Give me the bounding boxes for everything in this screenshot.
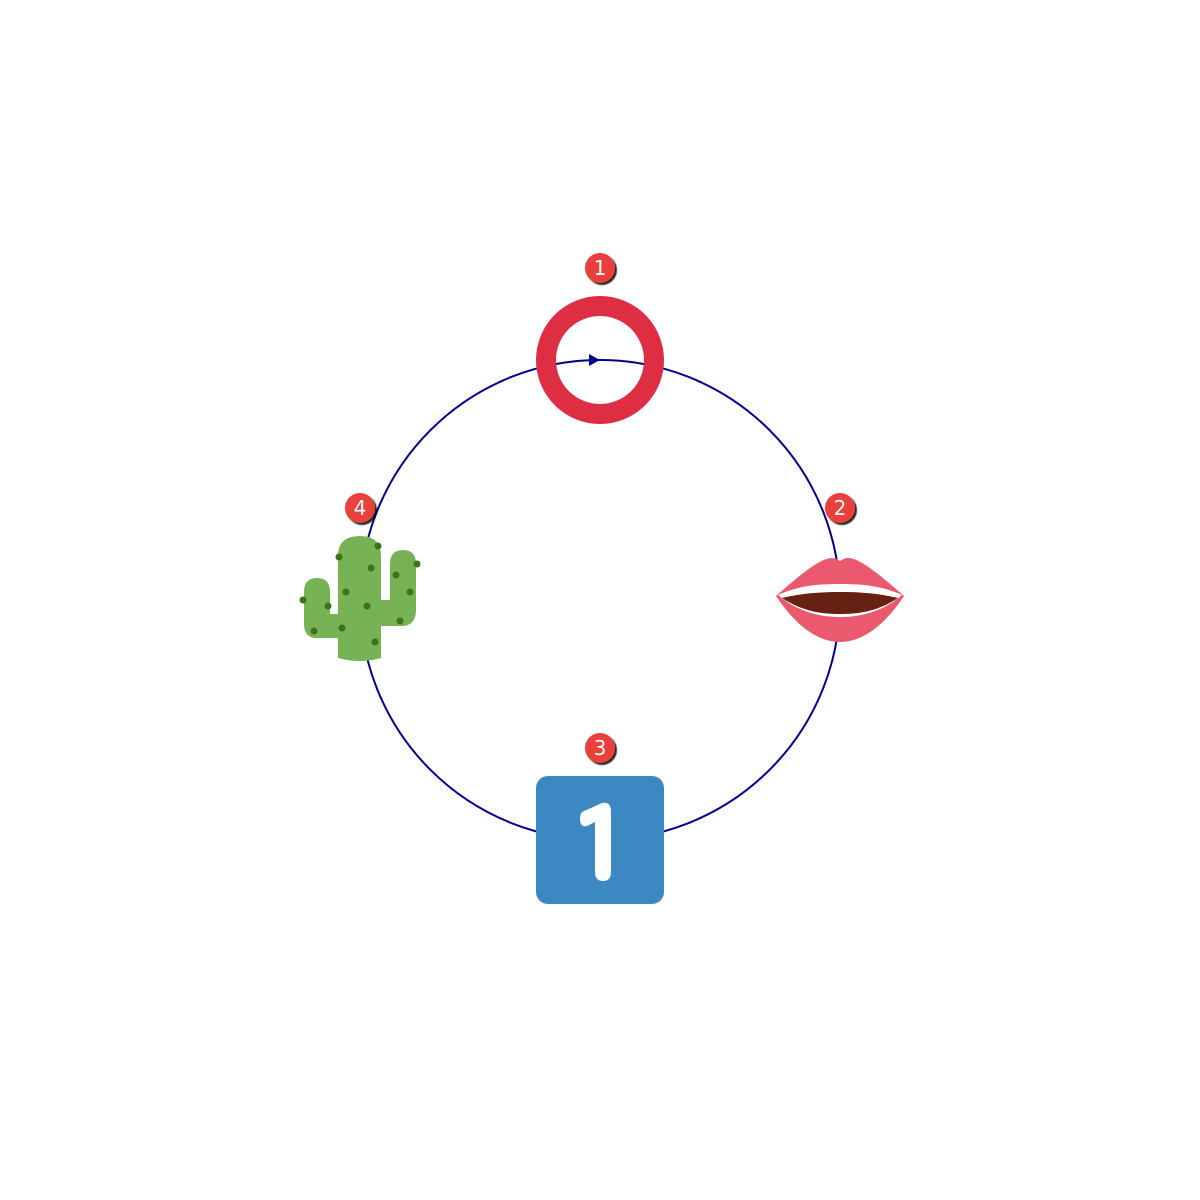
mouth-icon bbox=[776, 558, 904, 642]
node-2: 2 bbox=[776, 493, 904, 642]
node-3: 3 bbox=[536, 733, 664, 904]
order-badge-4-label: 4 bbox=[354, 496, 367, 520]
order-badge-2-label: 2 bbox=[834, 496, 847, 520]
cycle-ring bbox=[359, 359, 841, 841]
order-badge-3: 3 bbox=[585, 733, 615, 763]
order-badge-3-label: 3 bbox=[594, 736, 607, 760]
node-4: 4 bbox=[299, 493, 421, 661]
keycap-1-icon bbox=[536, 776, 664, 904]
order-badge-2: 2 bbox=[825, 493, 855, 523]
order-badge-4: 4 bbox=[345, 493, 375, 523]
cactus-icon bbox=[299, 536, 421, 661]
direction-arrow-icon bbox=[589, 354, 600, 366]
order-badge-1-label: 1 bbox=[594, 256, 607, 280]
order-badge-1: 1 bbox=[585, 253, 615, 283]
node-1: 1 bbox=[536, 253, 664, 424]
heavy-large-circle-icon bbox=[536, 296, 664, 424]
